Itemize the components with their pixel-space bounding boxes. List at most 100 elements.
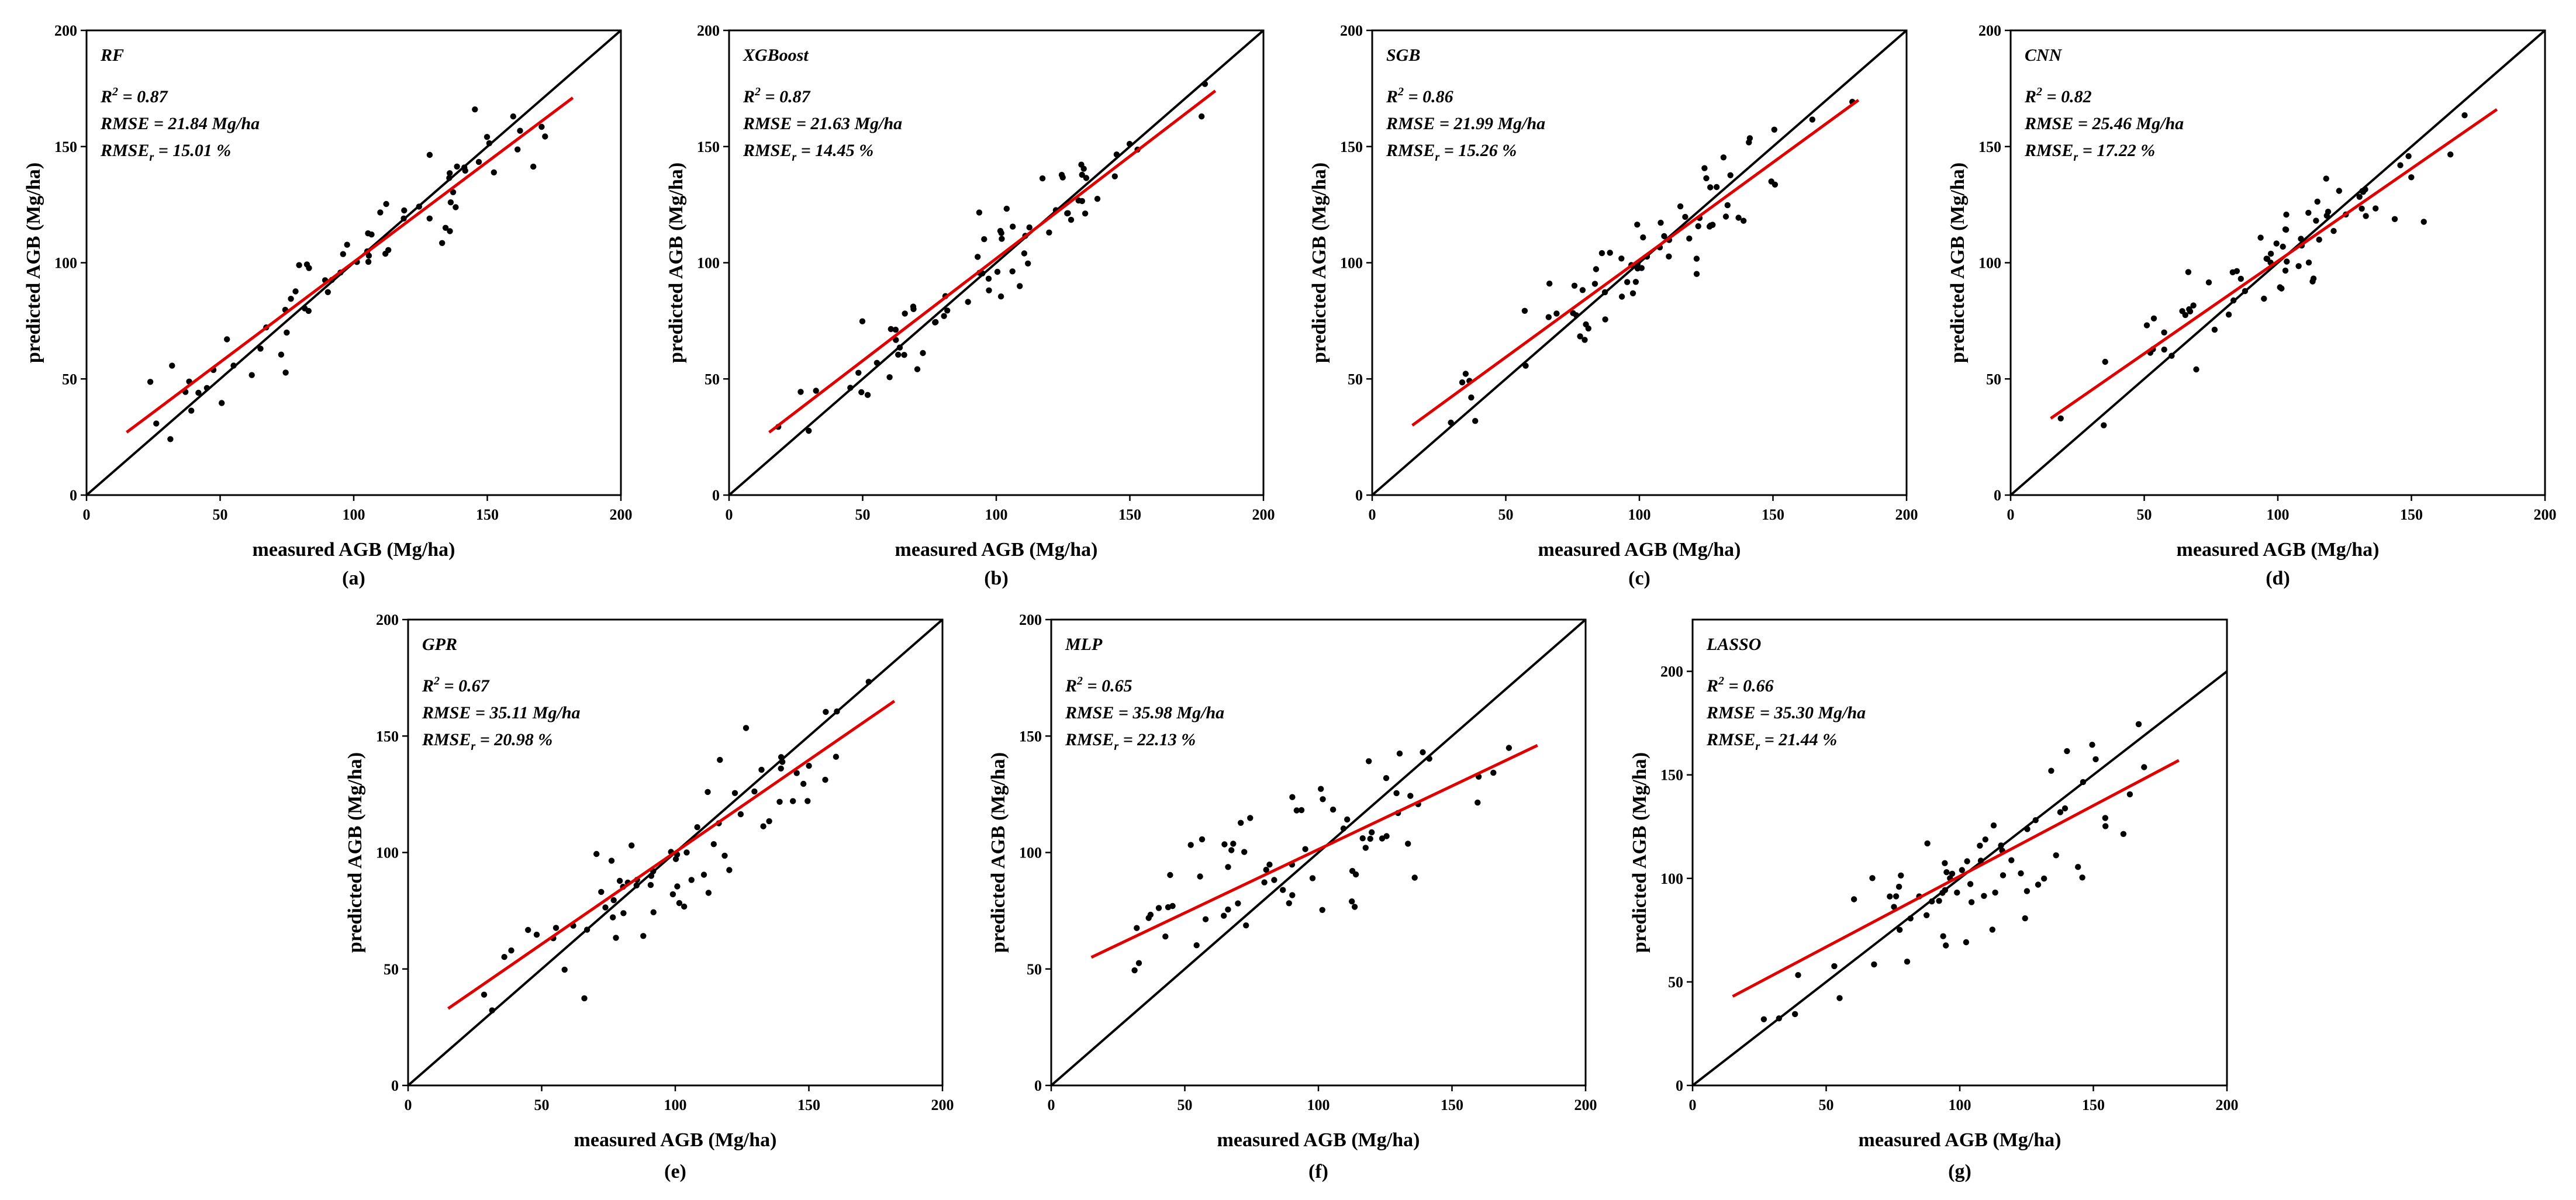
scatter-point (2310, 275, 2317, 282)
scatter-point (2284, 258, 2290, 265)
scatter-point (1964, 858, 1970, 864)
scatter-point (865, 679, 872, 685)
scatter-point (1618, 293, 1625, 300)
scatter-point (793, 770, 800, 776)
scatter-point (1263, 866, 1269, 873)
model-name: LASSO (1706, 635, 1761, 654)
scatter-point (2120, 831, 2127, 838)
panel-g: 0 50 100 150 200 0 50 100 150 200 measured AGB (Mg… (1629, 618, 2239, 1182)
scatter-point (2205, 279, 2212, 286)
scatter-point (1661, 233, 1667, 240)
scatter-point (1225, 864, 1231, 870)
scatter-point (1992, 889, 1998, 896)
scatter-point (2360, 189, 2367, 195)
scatter-point (481, 991, 488, 998)
scatter-point (1545, 314, 1552, 320)
scatter-point (2330, 228, 2337, 234)
scatter-point (790, 798, 796, 804)
scatter-point (2233, 268, 2240, 274)
scatter-point (944, 307, 951, 314)
scatter-point (517, 127, 523, 134)
scatter-point (2277, 284, 2283, 291)
scatter-point (514, 146, 521, 153)
x-tick-label: 150 (2400, 506, 2423, 523)
scatter-point (1583, 321, 1589, 328)
scatter-point (2032, 817, 2039, 824)
scatter-point (920, 350, 926, 357)
scatter-point (1522, 362, 1529, 369)
scatter-point (446, 175, 453, 181)
x-axis-label: measured AGB (Mg/ha) (2177, 539, 2380, 561)
y-tick-label: 50 (62, 371, 77, 388)
rmser-symbol: RMSE (100, 141, 149, 160)
scatter-point (999, 236, 1005, 242)
r2-label: R2 = 0.82 (2024, 85, 2092, 106)
scatter-point (1682, 213, 1688, 220)
scatter-point (1602, 316, 1608, 323)
r2-superscript: 2 (433, 675, 440, 687)
x-tick-label: 150 (2082, 1097, 2105, 1113)
scatter-point (1936, 898, 1942, 904)
scatter-point (2295, 263, 2302, 269)
rmser-symbol: RMSE (422, 730, 471, 749)
scatter-point (1318, 786, 1324, 792)
scatter-point (292, 288, 299, 295)
y-tick-label: 200 (697, 22, 720, 39)
x-tick-label: 100 (2267, 506, 2290, 523)
scatter-point (1111, 173, 1118, 179)
scatter-point (751, 788, 758, 795)
scatter-point (2447, 151, 2454, 158)
scatter-point (2325, 209, 2332, 215)
scatter-point (2461, 112, 2468, 119)
scatter-point (1942, 860, 1948, 866)
scatter-point (1411, 874, 1418, 881)
scatter-point (2305, 209, 2312, 216)
scatter-point (230, 362, 237, 369)
scatter-point (153, 420, 160, 427)
rmser-subscript: r (1755, 740, 1760, 753)
y-tick-label: 0 (391, 1077, 399, 1094)
scatter-point (2280, 243, 2286, 250)
scatter-point (910, 306, 917, 312)
scatter-point (1126, 141, 1133, 147)
model-name: XGBoost (743, 46, 809, 65)
scatter-point (776, 798, 783, 805)
scatter-point (965, 299, 971, 305)
plot-area (1372, 30, 1907, 495)
scatter-point (737, 811, 744, 818)
scatter-point (593, 850, 600, 857)
scatter-point (1199, 836, 1206, 843)
r2-superscript: 2 (1397, 85, 1404, 98)
scatter-point (610, 914, 616, 921)
scatter-point (1553, 310, 1560, 317)
scatter-point (2048, 767, 2054, 774)
scatter-point (484, 134, 491, 140)
panel-caption: (e) (664, 1161, 686, 1182)
scatter-point (1369, 829, 1375, 836)
scatter-point (613, 935, 619, 941)
scatter-point (442, 224, 449, 231)
y-tick-label: 50 (1348, 371, 1363, 388)
scatter-point (278, 351, 285, 358)
rmser-subscript: r (1435, 151, 1439, 164)
regression-line (126, 96, 574, 434)
scatter-point (1330, 806, 1337, 813)
scatter-point (2024, 826, 2031, 832)
x-axis-label: measured AGB (Mg/ha) (253, 539, 455, 561)
scatter-point (610, 897, 617, 904)
panel-c: 0 50 100 150 200 0 50 100 150 200 measured AGB (Mg… (1308, 22, 1918, 589)
x-tick-label: 50 (1498, 506, 1514, 523)
y-tick-label: 150 (1660, 767, 1683, 784)
r2-value: = 0.86 (1404, 87, 1453, 106)
scatter-point (981, 236, 987, 243)
panel-a: 0 50 100 150 200 0 50 100 150 200 measured AGB (Mg… (23, 22, 633, 589)
x-tick-label: 50 (213, 506, 228, 523)
scatter-point (633, 882, 640, 889)
scatter-point (2305, 260, 2312, 266)
x-axis-label: measured AGB (Mg/ha) (1538, 539, 1741, 561)
scatter-point (581, 995, 588, 1002)
scatter-point (450, 189, 457, 195)
scatter-point (1977, 842, 1983, 849)
scatter-point (1989, 926, 1995, 933)
